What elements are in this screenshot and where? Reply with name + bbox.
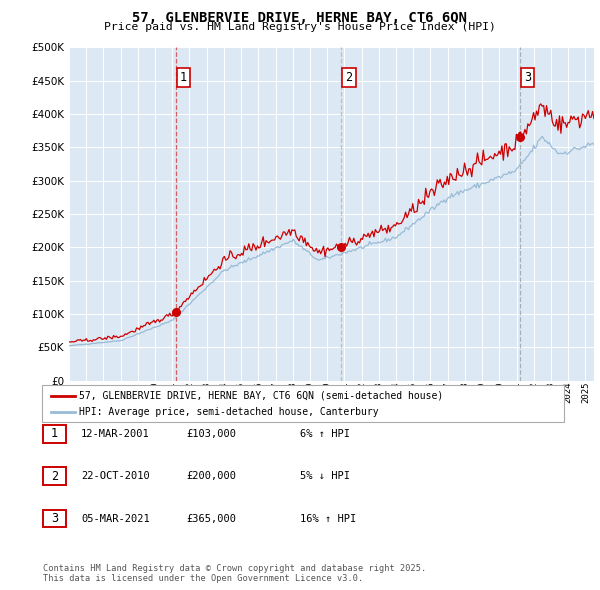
Text: 22-OCT-2010: 22-OCT-2010 — [81, 471, 150, 481]
Text: £103,000: £103,000 — [186, 429, 236, 438]
Text: HPI: Average price, semi-detached house, Canterbury: HPI: Average price, semi-detached house,… — [79, 408, 379, 417]
Text: 1: 1 — [51, 427, 58, 440]
Text: 3: 3 — [51, 512, 58, 525]
Text: £365,000: £365,000 — [186, 514, 236, 523]
Text: 5% ↓ HPI: 5% ↓ HPI — [300, 471, 350, 481]
Text: 57, GLENBERVIE DRIVE, HERNE BAY, CT6 6QN: 57, GLENBERVIE DRIVE, HERNE BAY, CT6 6QN — [133, 11, 467, 25]
Text: Price paid vs. HM Land Registry's House Price Index (HPI): Price paid vs. HM Land Registry's House … — [104, 22, 496, 32]
Text: 1: 1 — [180, 71, 187, 84]
Text: 6% ↑ HPI: 6% ↑ HPI — [300, 429, 350, 438]
Text: 3: 3 — [524, 71, 531, 84]
Text: 2: 2 — [346, 71, 353, 84]
Text: 12-MAR-2001: 12-MAR-2001 — [81, 429, 150, 438]
Text: £200,000: £200,000 — [186, 471, 236, 481]
Text: 05-MAR-2021: 05-MAR-2021 — [81, 514, 150, 523]
Text: 2: 2 — [51, 470, 58, 483]
Text: Contains HM Land Registry data © Crown copyright and database right 2025.
This d: Contains HM Land Registry data © Crown c… — [43, 563, 427, 583]
Text: 16% ↑ HPI: 16% ↑ HPI — [300, 514, 356, 523]
Text: 57, GLENBERVIE DRIVE, HERNE BAY, CT6 6QN (semi-detached house): 57, GLENBERVIE DRIVE, HERNE BAY, CT6 6QN… — [79, 391, 443, 401]
